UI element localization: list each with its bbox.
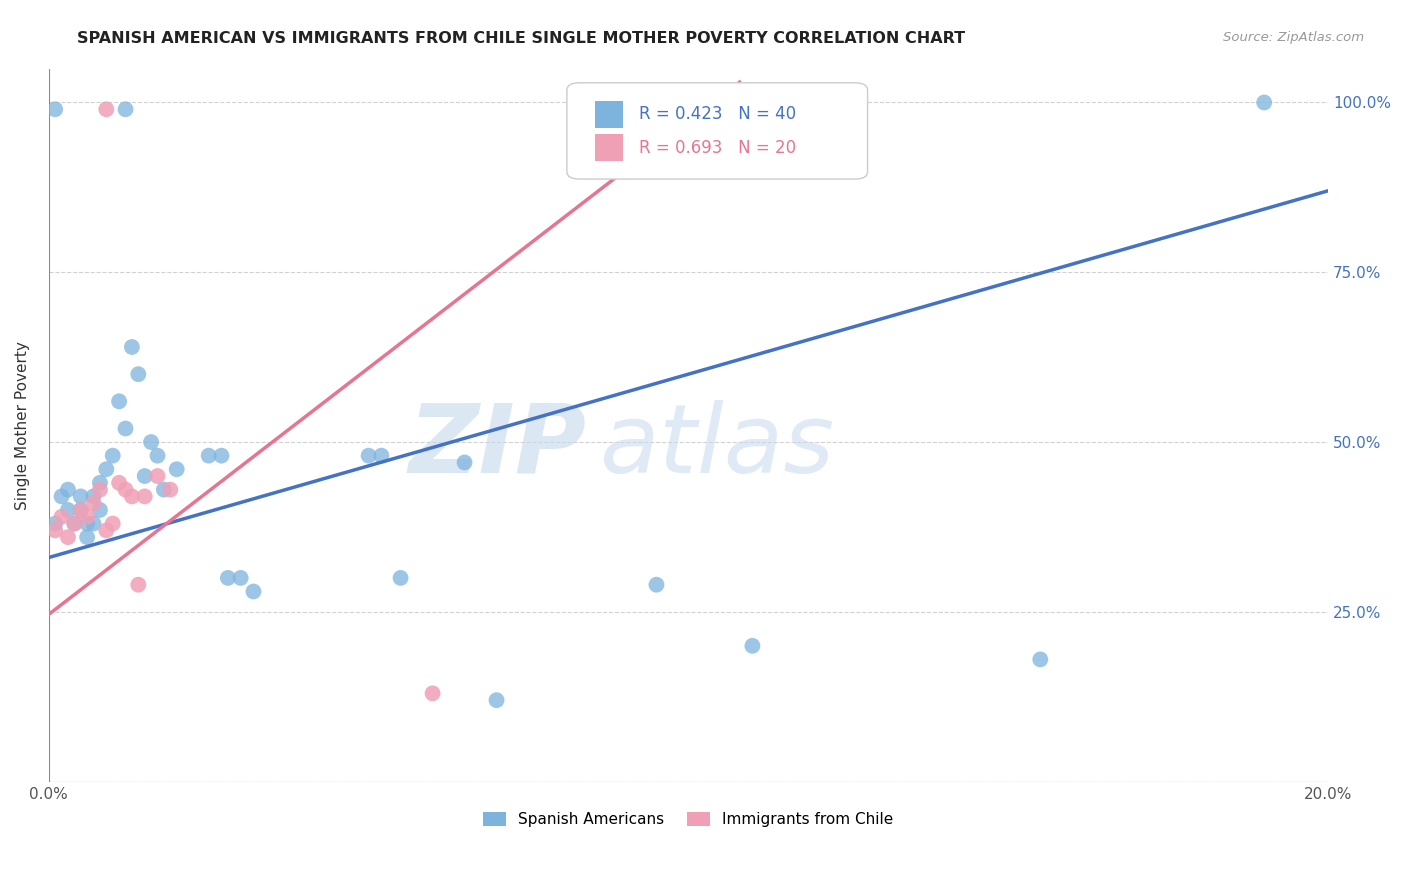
Point [422, 686, 444, 700]
Text: atlas: atlas [599, 400, 834, 493]
Point [217, 571, 239, 585]
FancyBboxPatch shape [595, 101, 623, 128]
Point [121, 490, 143, 504]
Point [357, 449, 380, 463]
Point [159, 483, 181, 497]
Point [1253, 95, 1275, 110]
Point [44, 524, 66, 538]
Point [96, 462, 118, 476]
Point [1029, 652, 1052, 666]
Point [153, 483, 176, 497]
Y-axis label: Single Mother Poverty: Single Mother Poverty [15, 341, 30, 509]
Point [69, 503, 91, 517]
Point [63, 516, 86, 531]
Point [51, 509, 73, 524]
Point [211, 449, 233, 463]
Point [197, 449, 219, 463]
Point [101, 449, 124, 463]
Point [134, 469, 156, 483]
Point [127, 577, 149, 591]
Point [44, 103, 66, 117]
Legend: Spanish Americans, Immigrants from Chile: Spanish Americans, Immigrants from Chile [475, 805, 901, 835]
Text: Source: ZipAtlas.com: Source: ZipAtlas.com [1223, 31, 1364, 45]
Point [114, 483, 136, 497]
Point [114, 421, 136, 435]
Point [89, 483, 111, 497]
Point [389, 571, 412, 585]
Point [96, 524, 118, 538]
Point [89, 503, 111, 517]
Point [146, 469, 169, 483]
Point [127, 367, 149, 381]
Point [134, 490, 156, 504]
Point [101, 516, 124, 531]
Point [485, 693, 508, 707]
Point [121, 340, 143, 354]
Point [229, 571, 252, 585]
Point [83, 516, 105, 531]
Point [83, 490, 105, 504]
Text: R = 0.423   N = 40: R = 0.423 N = 40 [638, 105, 796, 123]
Point [453, 455, 475, 469]
FancyBboxPatch shape [595, 134, 623, 161]
Point [96, 103, 118, 117]
Point [69, 490, 91, 504]
Point [108, 475, 131, 490]
Point [76, 509, 98, 524]
Point [108, 394, 131, 409]
Point [56, 483, 79, 497]
Point [146, 449, 169, 463]
Point [114, 103, 136, 117]
Point [51, 490, 73, 504]
Point [370, 449, 392, 463]
Point [56, 503, 79, 517]
Point [89, 475, 111, 490]
Point [645, 577, 668, 591]
Point [76, 530, 98, 544]
Point [44, 516, 66, 531]
Text: SPANISH AMERICAN VS IMMIGRANTS FROM CHILE SINGLE MOTHER POVERTY CORRELATION CHAR: SPANISH AMERICAN VS IMMIGRANTS FROM CHIL… [77, 31, 966, 46]
Text: ZIP: ZIP [408, 400, 586, 493]
Point [741, 639, 763, 653]
Point [242, 584, 264, 599]
Point [166, 462, 188, 476]
Text: R = 0.693   N = 20: R = 0.693 N = 20 [638, 138, 796, 157]
Point [83, 496, 105, 510]
Point [63, 516, 86, 531]
Point [76, 516, 98, 531]
FancyBboxPatch shape [567, 83, 868, 179]
Point [678, 95, 700, 110]
Point [56, 530, 79, 544]
Point [139, 435, 162, 450]
Point [69, 503, 91, 517]
